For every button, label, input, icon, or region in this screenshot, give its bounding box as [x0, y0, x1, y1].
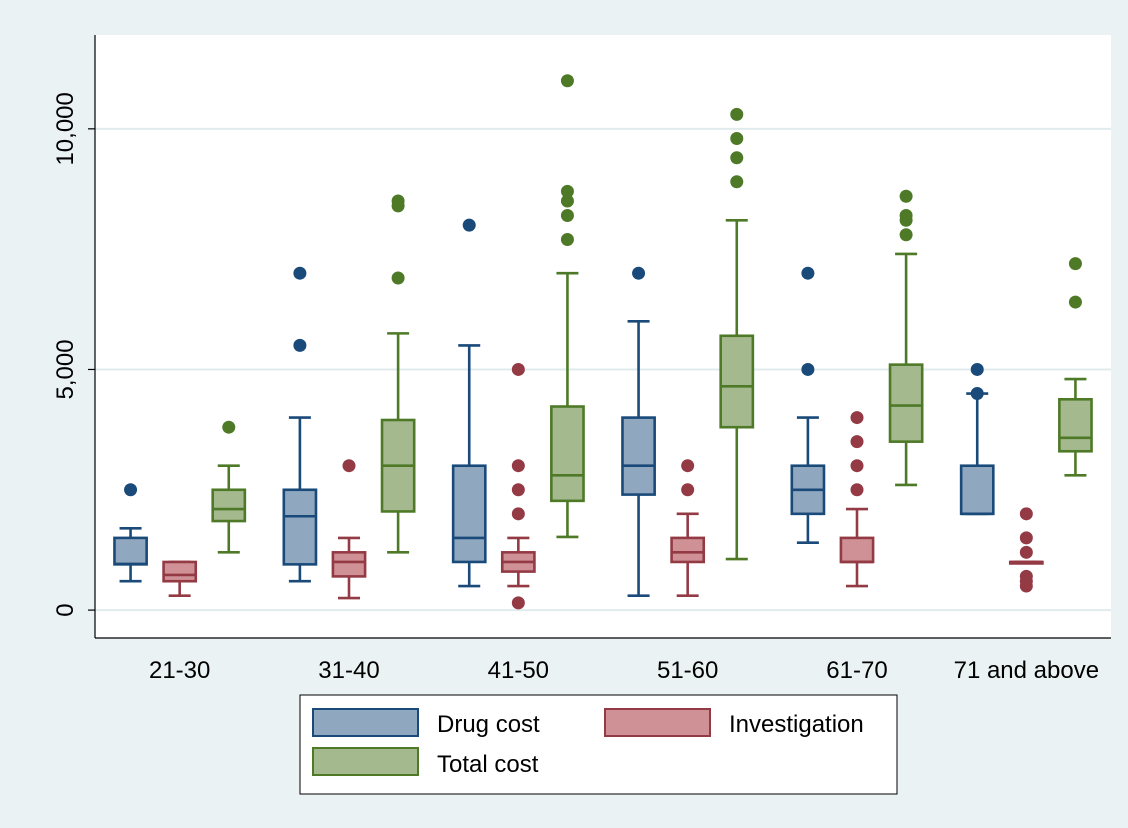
outlier-2-1-2	[391, 194, 405, 208]
outlier-1-2-3	[511, 459, 525, 473]
x-axis-ticks: 21-30 31-40 41-50 51-60 61-70 71 and above	[149, 657, 1099, 684]
outlier-0-5-0	[970, 387, 984, 401]
box-0-5	[959, 464, 995, 516]
x-tick-label-4: 61-70	[826, 657, 887, 684]
outlier-0-2-0	[462, 218, 476, 232]
box-0-1	[282, 488, 318, 566]
box-0-3	[621, 416, 656, 496]
outlier-2-2-1	[560, 208, 574, 222]
box-2-5	[1058, 398, 1093, 453]
box-0-2	[451, 464, 487, 564]
outlier-2-5-0	[1068, 295, 1082, 309]
outlier-2-2-3	[560, 184, 574, 198]
outlier-2-0-0	[222, 420, 236, 434]
outlier-2-3-2	[730, 131, 744, 145]
x-tick-label-0: 21-30	[149, 657, 210, 684]
outlier-1-1-0	[342, 459, 356, 473]
legend-swatch-drug-cost	[312, 708, 419, 737]
box-1-3	[670, 536, 706, 564]
legend-swatch-investigation	[604, 708, 711, 737]
outlier-1-3-0	[681, 483, 695, 497]
x-tick-label-3: 51-60	[657, 657, 718, 684]
box-1-0	[162, 560, 198, 583]
outlier-1-5-5	[1019, 507, 1033, 521]
outlier-2-3-0	[730, 175, 744, 189]
outlier-0-4-1	[801, 266, 815, 280]
outlier-2-2-4	[560, 74, 574, 88]
y-axis-ticks: 0 5,000 10,000	[52, 92, 95, 617]
outlier-1-3-1	[681, 459, 695, 473]
outlier-0-0-0	[124, 483, 138, 497]
grid-lines	[95, 127, 1111, 612]
outlier-2-4-3	[899, 189, 913, 203]
y-tick-label-1: 5,000	[52, 339, 79, 399]
legend-label-total-cost: Total cost	[437, 751, 539, 778]
box-0-0	[113, 536, 148, 566]
box-2-0	[211, 488, 247, 523]
outlier-1-2-4	[511, 362, 525, 376]
legend: Drug cost Investigation Total cost	[299, 694, 898, 795]
outlier-2-2-0	[560, 233, 574, 247]
x-tick-label-2: 41-50	[488, 657, 549, 684]
outlier-1-4-1	[850, 459, 864, 473]
legend-label-drug-cost: Drug cost	[437, 711, 540, 738]
outlier-1-5-2	[1019, 569, 1033, 583]
box-1-1	[331, 551, 367, 578]
outlier-2-2-2	[560, 194, 574, 208]
x-tick-label-1: 31-40	[318, 657, 379, 684]
outlier-0-4-0	[801, 362, 815, 376]
outlier-2-1-0	[391, 271, 405, 285]
box-2-2	[550, 405, 585, 503]
outlier-1-5-4	[1019, 531, 1033, 545]
boxes	[113, 74, 1093, 610]
outlier-1-2-0	[511, 596, 525, 610]
outlier-1-4-2	[850, 435, 864, 449]
outlier-2-3-3	[730, 107, 744, 121]
outlier-1-4-3	[850, 411, 864, 425]
outlier-1-2-2	[511, 483, 525, 497]
outlier-2-3-1	[730, 151, 744, 165]
legend-swatch-total-cost	[312, 747, 419, 776]
box-2-4	[888, 363, 924, 443]
x-tick-label-5: 71 and above	[954, 657, 1099, 684]
outlier-0-5-1	[970, 362, 984, 376]
y-tick-label-2: 10,000	[52, 92, 79, 165]
outlier-2-4-0	[899, 228, 913, 242]
box-1-4	[839, 536, 875, 564]
outlier-0-3-0	[632, 266, 646, 280]
y-tick-label-0: 0	[52, 603, 79, 616]
outlier-1-2-1	[511, 507, 525, 521]
outlier-1-5-3	[1019, 545, 1033, 559]
outlier-2-5-1	[1068, 257, 1082, 271]
outlier-0-1-0	[293, 338, 307, 352]
box-2-3	[719, 334, 755, 429]
outlier-1-4-0	[850, 483, 864, 497]
outlier-0-1-1	[293, 266, 307, 280]
plot-area	[95, 35, 1111, 638]
legend-label-investigation: Investigation	[729, 711, 864, 738]
outlier-2-4-2	[899, 208, 913, 222]
